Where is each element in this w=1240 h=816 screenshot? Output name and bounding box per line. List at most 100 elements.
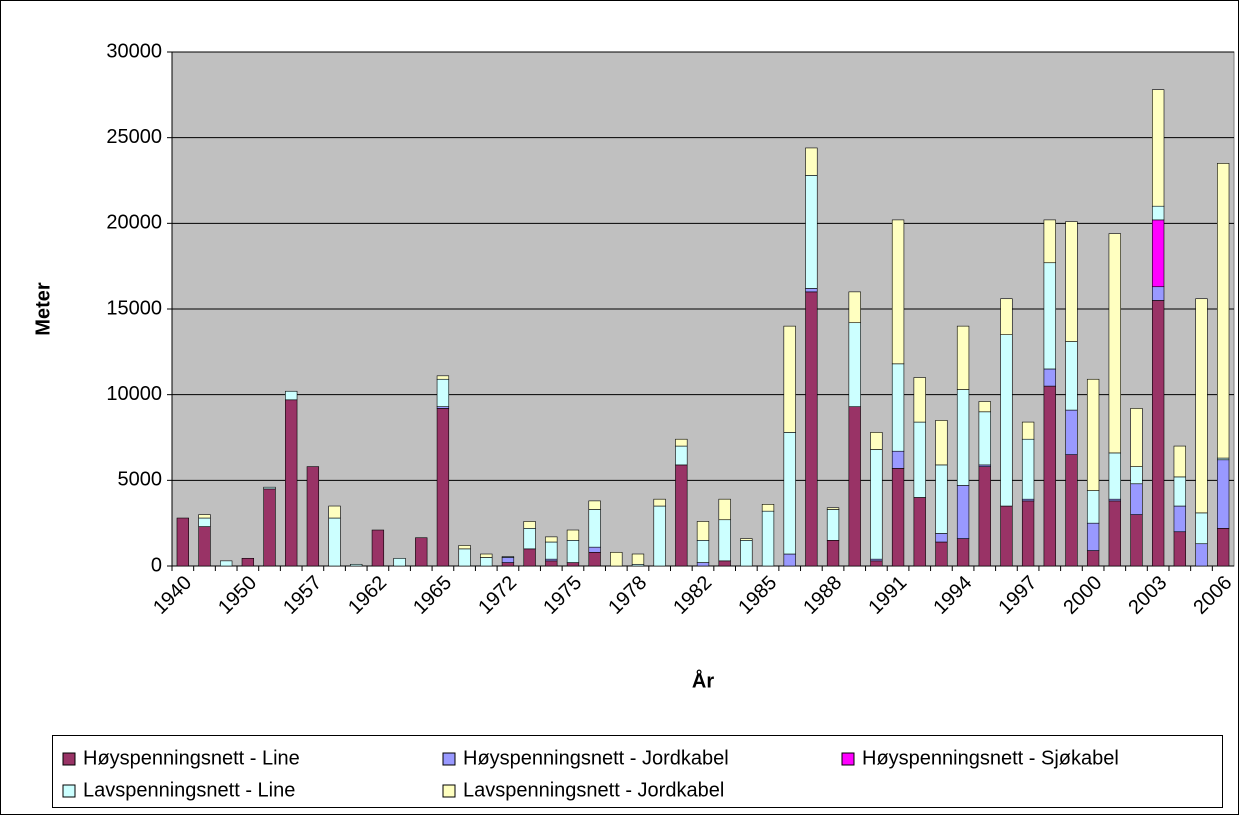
bar-segment [1108,233,1121,454]
bar-segment [1130,483,1143,515]
bar-segment [805,147,818,176]
bar-segment [1195,543,1208,567]
bar-segment [740,539,753,567]
bar-segment [588,546,601,553]
y-tick-label: 5000 [118,469,163,491]
bar-segment [588,551,601,567]
bar-segment [220,560,233,567]
bar-segment [1217,163,1230,459]
bar-segment [523,521,536,529]
bar-segment [696,521,710,541]
bar-segment [501,556,515,558]
bar-segment [1043,262,1056,370]
bar-segment [891,450,905,469]
bar-segment [956,325,970,390]
bar-segment [263,488,276,567]
legend-swatch [841,752,855,766]
bar-segment [761,510,775,567]
bar-segment [350,563,363,567]
bar-segment [523,548,536,567]
bar-segment [1000,334,1013,507]
bar-segment [783,553,796,567]
bar-segment [631,553,645,565]
bar-segment [935,464,948,534]
bar-segment [891,363,905,452]
bar-segment [1195,512,1208,545]
bar-segment [1065,221,1078,342]
bar-segment [913,497,926,567]
bar-segment [566,529,580,541]
bar-segment [1173,476,1186,507]
bar-segment [371,529,385,567]
bar-segment [1151,219,1165,288]
bar-segment [1086,378,1100,491]
bar-segment [1065,341,1078,411]
y-tick-label: 10000 [106,383,162,405]
bar-segment [415,537,428,567]
legend-label: Høyspenningsnett - Sjøkabel [862,747,1119,769]
bar-segment [545,536,558,543]
bar-segment [545,541,558,560]
bar-segment [848,406,861,567]
bar-segment [978,411,991,466]
bar-segment [1173,505,1186,533]
bar-segment [328,505,341,519]
bar-segment [306,466,320,567]
bar-segment [870,432,883,450]
bar-segment [1043,219,1056,264]
bar-segment [241,557,255,567]
bar-segment [826,539,840,567]
bar-segment [566,539,580,563]
bar-segment [870,449,883,560]
bar-segment [891,468,905,567]
bar-segment [1151,205,1165,221]
bar-segment [935,541,948,567]
bar-segment [783,432,796,555]
y-tick-label: 30000 [106,40,162,62]
bar-segment [653,505,666,567]
bar-segment [740,538,753,541]
bar-segment [653,498,666,507]
legend-label: Høyspenningsnett - Jordkabel [463,747,729,769]
bar-segment [783,325,796,433]
bar-segment [935,420,948,466]
bar-segment [588,500,601,510]
bar-segment [1173,531,1186,567]
bar-segment [1021,421,1035,440]
legend-swatch [442,752,456,766]
bar-segment [436,408,450,567]
legend-swatch [442,784,456,798]
bar-segment [285,399,298,567]
bar-segment [718,519,731,562]
bar-segment [1217,528,1230,567]
bar-segment [675,438,688,447]
bar-segment [1086,522,1100,551]
bar-segment [696,562,710,567]
bar-segment [1151,89,1165,207]
bar-segment [436,378,450,407]
bar-segment [956,538,970,567]
bar-segment [848,291,861,324]
bar-segment [1086,550,1100,567]
y-axis-label: Meter [32,282,54,336]
legend-label: Høyspenningsnett - Line [83,747,300,769]
bar-segment [480,557,493,567]
bar-segment [1021,500,1035,567]
bar-segment [501,557,515,563]
bar-segment [588,509,601,548]
bar-segment [1021,438,1035,500]
bar-segment [1043,385,1056,567]
bar-segment [328,517,341,567]
bar-segment [935,533,948,543]
bar-segment [458,545,471,550]
bar-segment [718,498,731,521]
bar-segment [675,445,688,466]
bar-segment [1065,409,1078,455]
bar-segment [1065,454,1078,567]
bar-segment [891,219,905,365]
bar-segment [1173,445,1186,478]
bar-segment [1195,298,1208,514]
bar-segment [480,553,493,558]
bar-segment [675,464,688,567]
